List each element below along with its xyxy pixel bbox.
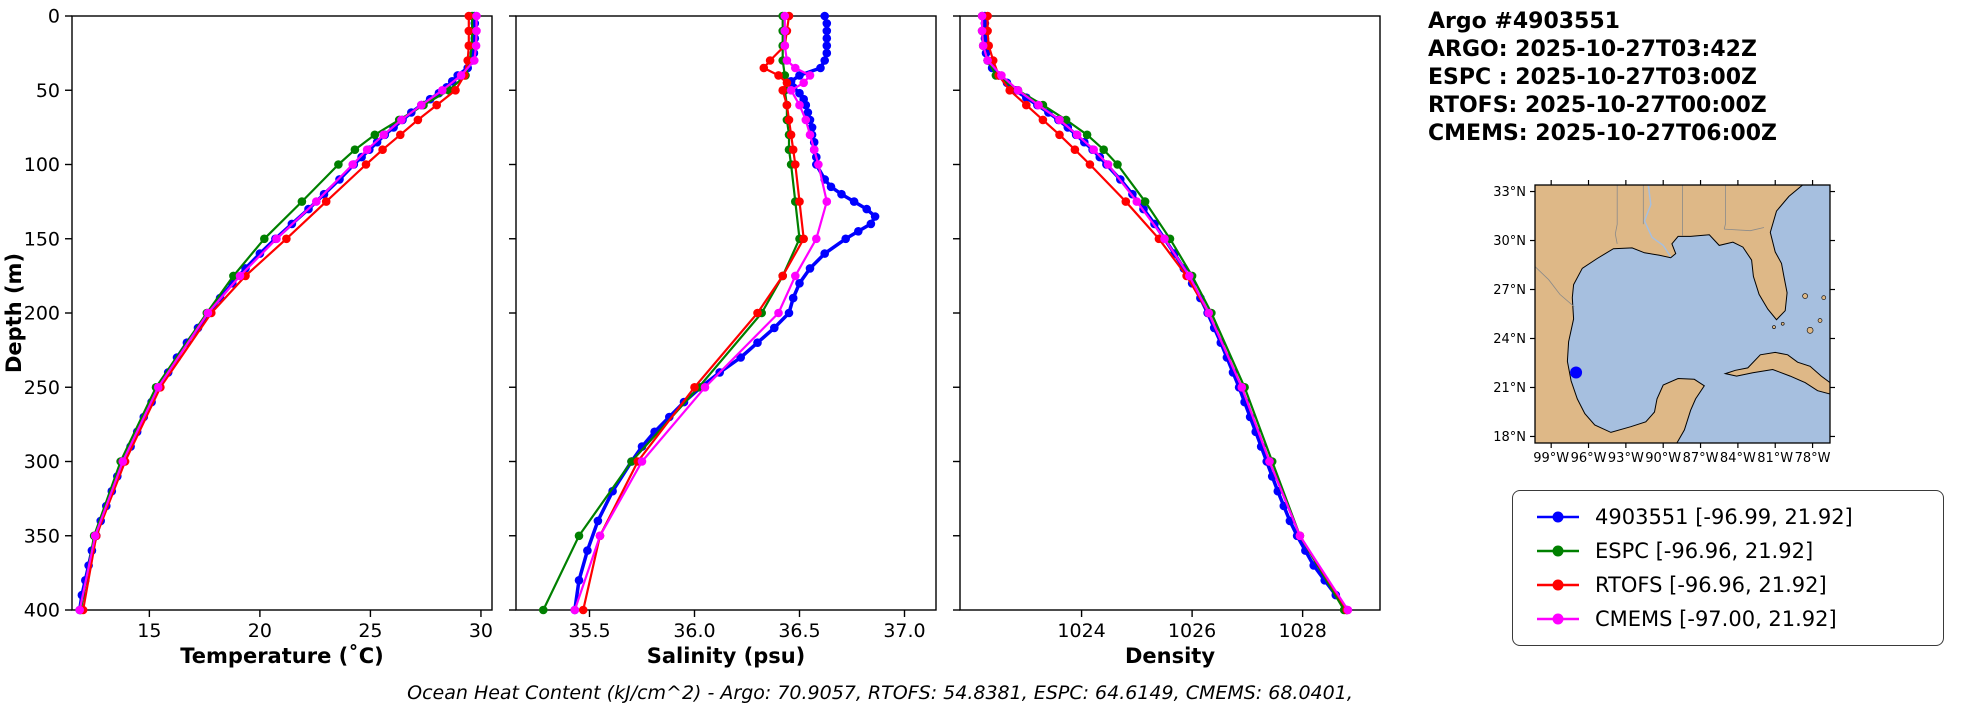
svg-text:84°W: 84°W bbox=[1720, 451, 1756, 466]
legend-label: 4903551 [-96.99, 21.92] bbox=[1595, 505, 1853, 529]
legend-item-cmems: CMEMS [-97.00, 21.92] bbox=[1519, 602, 1943, 636]
legend-item-espc: ESPC [-96.96, 21.92] bbox=[1519, 534, 1943, 568]
svg-text:150: 150 bbox=[24, 228, 60, 250]
ocean-heat-content-text: Ocean Heat Content (kJ/cm^2) - Argo: 70.… bbox=[407, 682, 1353, 704]
map-land-mainland bbox=[1535, 185, 1804, 443]
svg-text:99°W: 99°W bbox=[1533, 451, 1569, 466]
density-axis-label: Density bbox=[1124, 644, 1216, 668]
svg-text:250: 250 bbox=[24, 377, 60, 399]
svg-text:200: 200 bbox=[24, 303, 60, 325]
legend-marker-cmems bbox=[1537, 613, 1579, 625]
legend-item-argo: 4903551 [-96.99, 21.92] bbox=[1519, 500, 1943, 534]
svg-text:15: 15 bbox=[137, 620, 161, 642]
svg-text:21°N: 21°N bbox=[1493, 381, 1526, 396]
svg-text:90°W: 90°W bbox=[1645, 451, 1681, 466]
legend-marker-espc bbox=[1537, 545, 1579, 557]
svg-text:30°N: 30°N bbox=[1493, 234, 1526, 249]
svg-text:27°N: 27°N bbox=[1493, 283, 1526, 298]
legend-marker-argo bbox=[1537, 511, 1579, 523]
depth-axis-label: Depth (m) bbox=[2, 252, 26, 374]
svg-text:100: 100 bbox=[24, 154, 60, 176]
svg-text:1028: 1028 bbox=[1278, 620, 1326, 642]
salinity-axis-label: Salinity (psu) bbox=[646, 644, 806, 668]
espc-timestamp: ESPC : 2025-10-27T03:00Z bbox=[1428, 65, 1757, 90]
series-CMEMS bbox=[570, 11, 832, 615]
argo-timestamp: ARGO: 2025-10-27T03:42Z bbox=[1428, 37, 1757, 62]
series-CMEMS bbox=[977, 11, 1353, 615]
map-land-cuba bbox=[1723, 351, 1830, 395]
temperature-profile-chart: 15 20 25 30 0 50 100 150 200 250 300 350 400 bbox=[24, 6, 493, 643]
svg-text:96°W: 96°W bbox=[1571, 451, 1607, 466]
svg-text:36.5: 36.5 bbox=[778, 620, 820, 642]
svg-text:0: 0 bbox=[48, 6, 60, 28]
svg-text:30: 30 bbox=[469, 620, 493, 642]
legend-label: CMEMS [-97.00, 21.92] bbox=[1595, 607, 1837, 631]
rtofs-timestamp: RTOFS: 2025-10-27T00:00Z bbox=[1428, 93, 1767, 118]
salinity-profile-chart: 35.5 36.0 36.5 37.0 bbox=[509, 11, 937, 642]
cmems-timestamp: CMEMS: 2025-10-27T06:00Z bbox=[1428, 121, 1777, 146]
legend: 4903551 [-96.99, 21.92] ESPC [-96.96, 21… bbox=[1512, 490, 1944, 646]
legend-label: ESPC [-96.96, 21.92] bbox=[1595, 539, 1814, 563]
figure-title: Argo #4903551 bbox=[1428, 9, 1620, 34]
density-profile-chart: 1024 1026 1028 bbox=[953, 11, 1381, 642]
float-location-marker bbox=[1570, 366, 1583, 379]
svg-text:37.0: 37.0 bbox=[883, 620, 925, 642]
svg-text:36.0: 36.0 bbox=[673, 620, 715, 642]
legend-marker-rtofs bbox=[1537, 579, 1579, 591]
svg-text:78°W: 78°W bbox=[1795, 451, 1831, 466]
svg-text:24°N: 24°N bbox=[1493, 332, 1526, 347]
svg-text:1024: 1024 bbox=[1057, 620, 1105, 642]
legend-item-rtofs: RTOFS [-96.96, 21.92] bbox=[1519, 568, 1943, 602]
legend-label: RTOFS [-96.96, 21.92] bbox=[1595, 573, 1827, 597]
gulf-of-mexico-map: 99°W 96°W 93°W 90°W 87°W 84°W 81°W 78°W 18°N 21°N… bbox=[1493, 180, 1835, 466]
svg-text:35.5: 35.5 bbox=[568, 620, 610, 642]
svg-text:1026: 1026 bbox=[1168, 620, 1216, 642]
svg-text:93°W: 93°W bbox=[1608, 451, 1644, 466]
svg-text:400: 400 bbox=[24, 600, 60, 622]
svg-text:20: 20 bbox=[248, 620, 272, 642]
temperature-axis-label: Temperature (˚C) bbox=[180, 644, 384, 668]
svg-text:87°W: 87°W bbox=[1683, 451, 1719, 466]
svg-text:25: 25 bbox=[358, 620, 382, 642]
svg-text:50: 50 bbox=[36, 80, 60, 102]
series-CMEMS bbox=[75, 11, 481, 615]
svg-text:300: 300 bbox=[24, 451, 60, 473]
figure-header: Argo #4903551 ARGO: 2025-10-27T03:42Z ES… bbox=[1428, 8, 1777, 148]
svg-text:350: 350 bbox=[24, 525, 60, 547]
svg-text:81°W: 81°W bbox=[1757, 451, 1793, 466]
svg-text:33°N: 33°N bbox=[1493, 185, 1526, 200]
svg-text:18°N: 18°N bbox=[1493, 430, 1526, 445]
